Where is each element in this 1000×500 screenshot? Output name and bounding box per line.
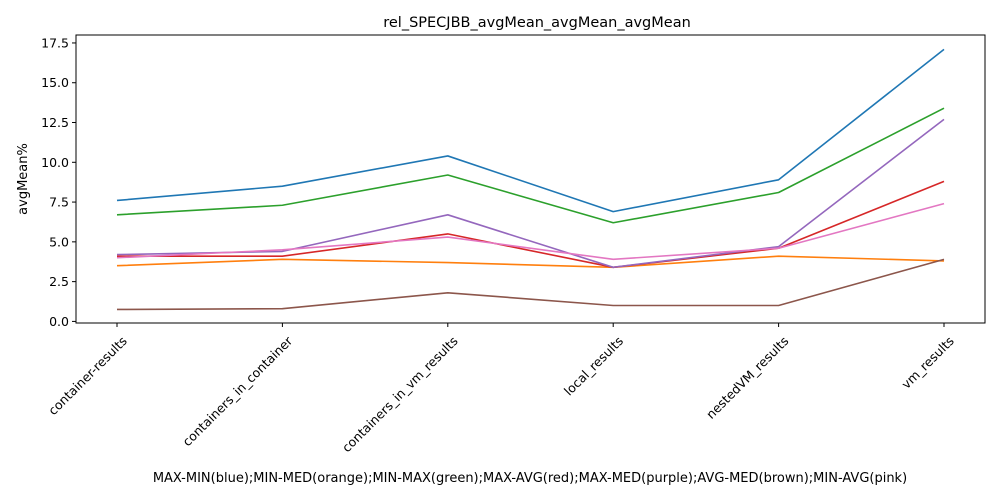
y-axis: 0.0 2.5 5.0 7.5 10.0 12.5 15.0 17.5 <box>41 35 76 329</box>
x-tick-label: nestedVM_results <box>703 333 791 421</box>
y-tick-label: 5.0 <box>49 234 69 249</box>
x-axis: container-results containers_in_container… <box>45 323 957 455</box>
y-tick-label: 2.5 <box>49 274 69 289</box>
series-line-1 <box>116 255 945 269</box>
chart-title: rel_SPECJBB_avgMean_avgMean_avgMean <box>383 15 691 31</box>
y-tick-label: 0.0 <box>49 314 69 329</box>
y-axis-label: avgMean% <box>16 143 31 215</box>
x-tick-label: container-results <box>45 333 130 418</box>
series-line-3 <box>117 180 945 269</box>
y-tick-label: 15.0 <box>41 75 69 90</box>
series-line-6 <box>116 202 945 261</box>
series-layer <box>116 48 945 311</box>
series-line-5 <box>116 258 945 311</box>
plot-frame <box>75 34 986 324</box>
series-line-0 <box>116 48 945 213</box>
x-tick-label: containers_in_container <box>179 333 295 449</box>
y-tick-label: 10.0 <box>41 155 69 170</box>
y-tick-label: 12.5 <box>41 115 69 130</box>
y-tick-label: 17.5 <box>41 35 69 50</box>
series-line-4 <box>116 118 945 269</box>
x-axis-label: MAX-MIN(blue);MIN-MED(orange);MIN-MAX(gr… <box>153 471 907 486</box>
x-tick-label: local_results <box>561 333 626 398</box>
series-line-2 <box>116 107 945 224</box>
y-tick-label: 7.5 <box>49 195 69 210</box>
x-tick-label: containers_in_vm_results <box>339 333 461 455</box>
x-tick-label: vm_results <box>898 333 956 391</box>
